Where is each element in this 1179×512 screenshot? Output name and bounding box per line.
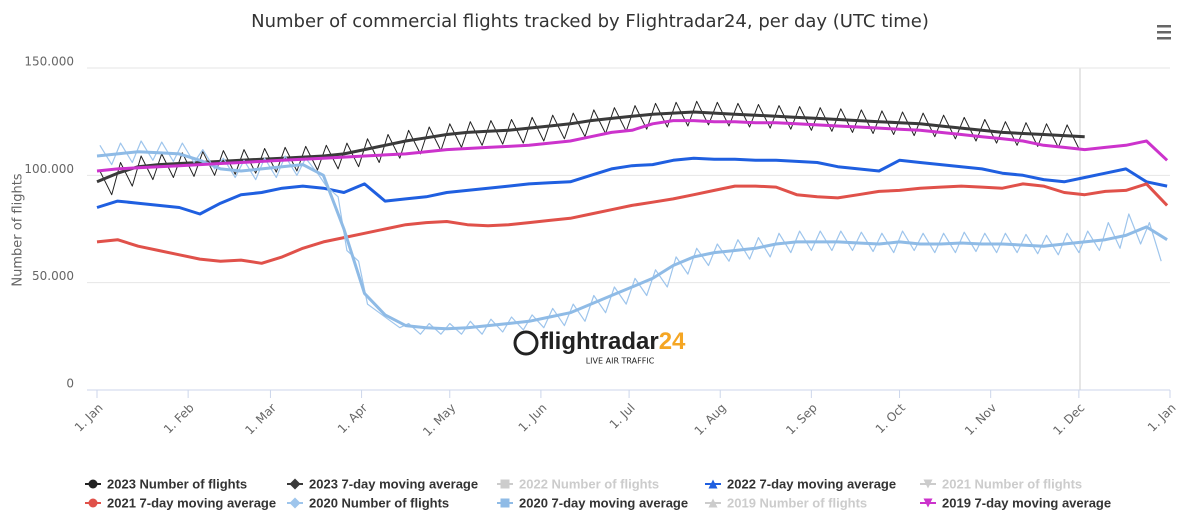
x-tick-label: 1. Nov xyxy=(962,401,999,438)
legend-label[interactable]: 2023 Number of flights xyxy=(107,476,247,491)
series-line xyxy=(99,140,1162,335)
legend-symbol xyxy=(88,498,98,508)
watermark-main: flightradar xyxy=(540,328,659,355)
legend-label[interactable]: 2022 7-day moving average xyxy=(727,476,896,491)
series-line xyxy=(96,156,1168,216)
x-tick-label: 1. Jan xyxy=(1145,401,1179,435)
legend-symbol xyxy=(500,479,510,489)
y-tick-label: 50.000 xyxy=(32,269,74,283)
legend-symbol xyxy=(88,479,98,489)
x-tick-label: 1. Apr xyxy=(335,401,370,436)
x-tick-label: 1. Dec xyxy=(1050,401,1087,438)
y-axis-label: Number of flights xyxy=(11,173,26,286)
watermark-logo xyxy=(513,330,539,356)
legend-label[interactable]: 2019 7-day moving average xyxy=(942,495,1111,510)
series-line xyxy=(96,110,1085,184)
legend-label[interactable]: 2020 7-day moving average xyxy=(519,495,688,510)
watermark: flightradar24 LIVE AIR TRAFFIC xyxy=(513,328,686,366)
y-tick-label: 150.000 xyxy=(24,55,74,69)
watermark-text: flightradar24 xyxy=(540,328,686,355)
x-tick-label: 1. Sep xyxy=(783,401,820,438)
series-line xyxy=(96,119,1169,173)
x-tick-label: 1. Mar xyxy=(242,401,279,438)
watermark-num: 24 xyxy=(659,328,686,355)
menu-icon[interactable] xyxy=(1157,25,1171,40)
legend-symbol xyxy=(708,498,718,508)
legend-label[interactable]: 2019 Number of flights xyxy=(727,495,867,510)
x-tick-label: 1. Aug xyxy=(692,401,729,438)
y-tick-label: 100.000 xyxy=(24,162,74,176)
x-tick-label: 1. Jun xyxy=(516,401,550,435)
legend-label[interactable]: 2022 Number of flights xyxy=(519,476,659,491)
legend-symbol xyxy=(923,479,933,489)
x-tick-label: 1. May xyxy=(420,401,458,439)
x-tick-label: 1. Jul xyxy=(607,401,638,432)
legend-label[interactable]: 2023 7-day moving average xyxy=(309,476,478,491)
legend-symbol xyxy=(500,498,510,508)
menu-bar xyxy=(1157,31,1171,34)
watermark-sub: LIVE AIR TRAFFIC xyxy=(586,357,655,366)
legend-label[interactable]: 2021 Number of flights xyxy=(942,476,1082,491)
x-tick-label: 1. Jan xyxy=(72,401,106,435)
x-tick-label: 1. Oct xyxy=(873,400,909,436)
menu-bar xyxy=(1157,25,1171,28)
series-line xyxy=(96,182,1169,265)
legend-symbol xyxy=(289,497,301,509)
legend-symbol xyxy=(708,479,718,489)
series-line xyxy=(96,150,1168,331)
series-line xyxy=(99,100,1080,196)
legend-label[interactable]: 2020 Number of flights xyxy=(309,495,449,510)
menu-bar xyxy=(1157,37,1171,40)
legend-symbol xyxy=(923,498,933,508)
x-tick-label: 1. Feb xyxy=(161,401,197,437)
legend-label[interactable]: 2021 7-day moving average xyxy=(107,495,276,510)
y-tick-label: 0 xyxy=(66,377,74,391)
chart-title: Number of commercial flights tracked by … xyxy=(251,11,929,32)
legend-symbol xyxy=(289,478,301,490)
